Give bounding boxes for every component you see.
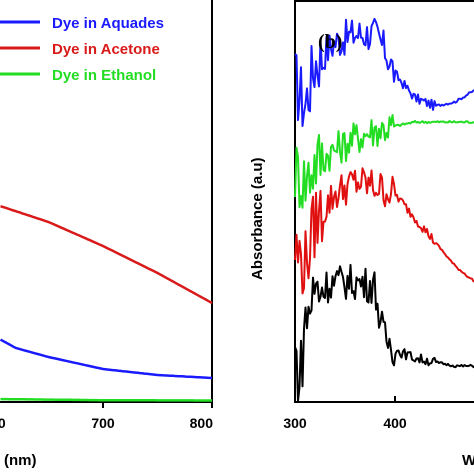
panel-b-series-line-3 (294, 263, 474, 402)
panel-b-x-axis-label: W (462, 452, 474, 469)
legend-label-acetone: Dye in Acetone (52, 41, 160, 58)
panel-b-series-line-1 (294, 114, 474, 209)
panel-a-series-line-2 (0, 397, 212, 402)
panel-a-series (0, 205, 213, 402)
panel-a: 600 700 800 (nm) Dye in Aquades Dye in Ace… (0, 0, 213, 469)
panel-a-series-line-1 (0, 205, 213, 305)
legend-label-aquades: Dye in Aquades (52, 15, 164, 32)
panel-a-tick-label-800: 800 (190, 415, 214, 431)
panel-a-tick-label-600: 600 (0, 415, 6, 431)
panel-a-tick-label-700: 700 (91, 415, 115, 431)
panel-b-tick-label-400: 400 (383, 415, 407, 431)
panel-b-tick-label-300: 300 (283, 415, 307, 431)
panel-a-x-ticks: 600 700 800 (0, 402, 213, 431)
panel-a-series-line-0 (0, 338, 213, 380)
panel-a-x-axis-label: (nm) (4, 452, 37, 469)
legend-label-ethanol: Dye in Ethanol (52, 67, 156, 84)
panel-a-legend: Dye in Aquades Dye in Acetone Dye in Eth… (0, 15, 164, 84)
panel-b-label: (b) (318, 31, 342, 53)
panel-b-series-line-2 (294, 167, 474, 295)
panel-b-frame (294, 0, 474, 403)
panel-b-x-ticks: 300 400 (283, 396, 407, 431)
panel-b-series-line-0 (294, 17, 474, 127)
panel-b: 300 400 (b) Absorbance (a.u) W (249, 0, 474, 469)
panel-b-series (294, 17, 474, 402)
panel-b-y-axis-label: Absorbance (a.u) (249, 157, 266, 280)
